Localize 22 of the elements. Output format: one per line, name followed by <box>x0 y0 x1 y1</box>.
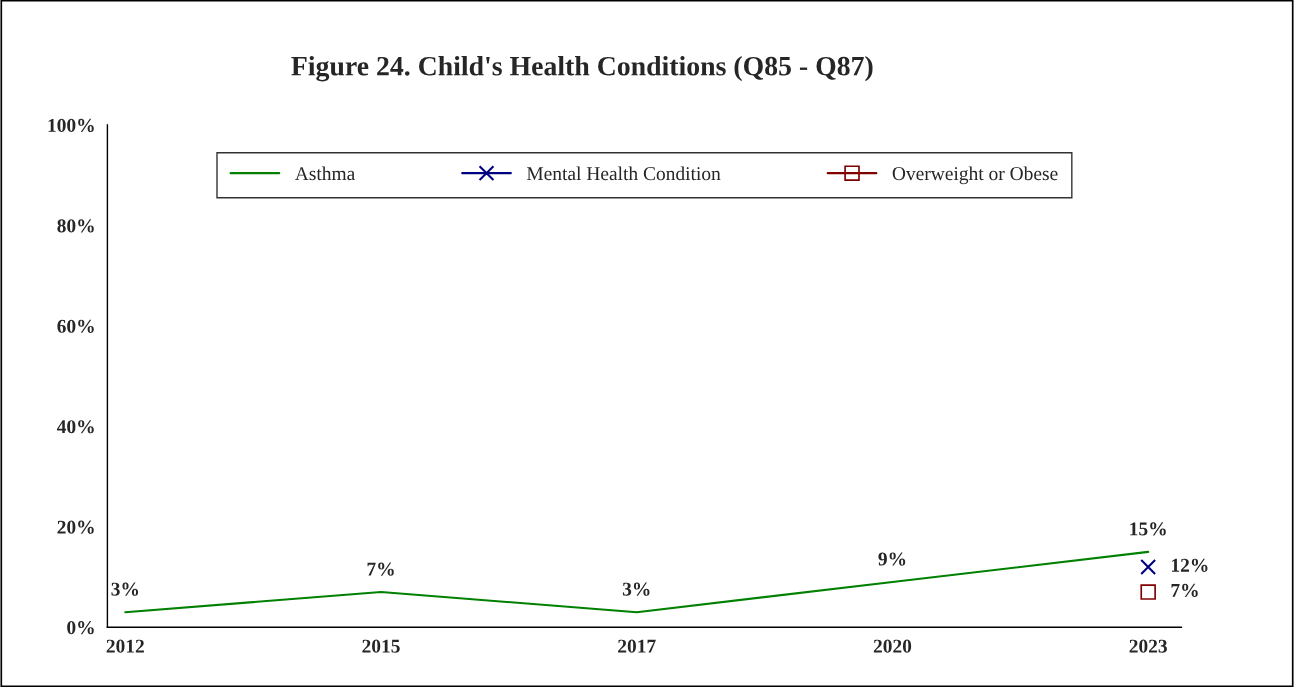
legend-label: Asthma <box>294 166 355 181</box>
data-label: 3% <box>111 582 139 596</box>
data-label: 9% <box>878 552 906 566</box>
data-label: 3% <box>622 582 650 596</box>
y-tick-label: 80% <box>57 219 94 233</box>
y-tick-label: 100% <box>48 118 94 133</box>
x-tick-label: 2012 <box>106 639 144 653</box>
y-tick-label: 20% <box>57 520 94 534</box>
x-tick-label: 2023 <box>1129 639 1167 653</box>
data-label: 12% <box>1171 558 1208 572</box>
legend-label: Overweight or Obese <box>892 166 1058 185</box>
x-tick-label: 2015 <box>362 639 400 653</box>
data-label: 15% <box>1130 522 1166 536</box>
x-tick-label: 2017 <box>618 639 656 653</box>
legend-label: Mental Health Condition <box>526 166 721 181</box>
y-tick-label: 40% <box>56 420 94 434</box>
y-tick-label: 0% <box>67 621 94 635</box>
x-tick-label: 2020 <box>873 639 912 653</box>
data-label: 7% <box>1171 583 1198 598</box>
data-label: 7% <box>367 562 394 576</box>
y-tick-label: 60% <box>57 319 94 333</box>
chart-title: Figure 24. Child's Health Conditions (Q85 - Q87) <box>291 56 873 82</box>
